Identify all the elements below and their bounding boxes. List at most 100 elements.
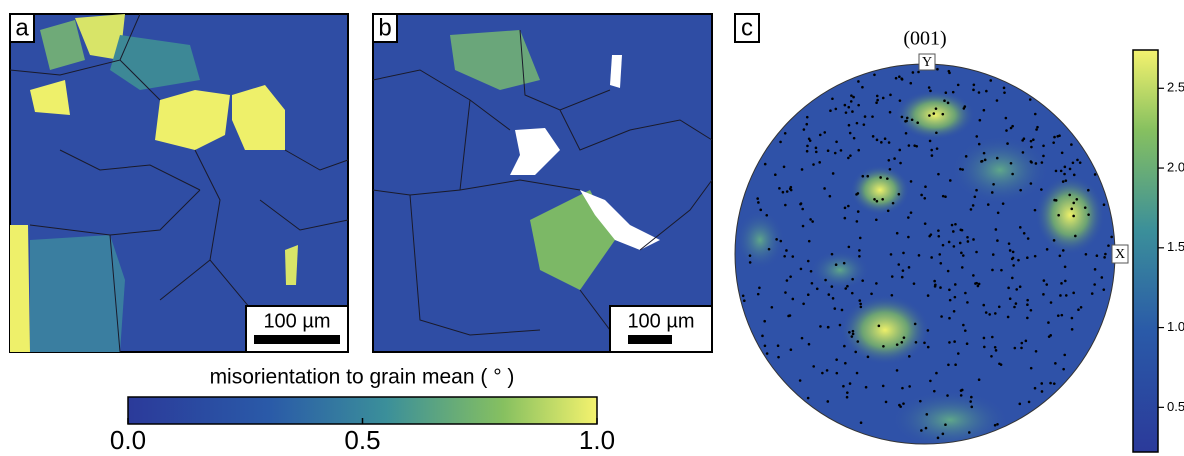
pole-point	[801, 224, 805, 228]
pole-point	[923, 341, 926, 345]
pole-point	[856, 340, 860, 343]
pole-point	[952, 230, 955, 233]
pole-point	[886, 177, 889, 180]
pole-point	[862, 123, 866, 126]
pole-point	[953, 295, 957, 299]
pole-point	[977, 282, 981, 286]
pole-point	[851, 277, 854, 281]
pole-point	[948, 316, 951, 320]
pole-point	[914, 340, 918, 344]
pole-point	[1087, 188, 1090, 192]
pole-point	[788, 187, 792, 191]
pole-point	[1006, 315, 1010, 319]
pole-point	[944, 423, 947, 427]
pole-point	[785, 190, 789, 193]
pole-point	[972, 238, 975, 241]
pole-point	[1000, 268, 1003, 272]
pole-point	[848, 331, 851, 334]
pole-point	[1008, 249, 1012, 252]
pole-point	[858, 299, 862, 302]
pole-point	[975, 135, 979, 138]
pole-point	[948, 298, 952, 302]
pole-point	[941, 194, 945, 198]
pole-point	[845, 395, 849, 399]
pole-point	[823, 131, 827, 134]
pole-point	[947, 69, 951, 73]
pole-point	[986, 203, 990, 206]
pole-point	[917, 70, 920, 74]
pole-point	[849, 100, 853, 103]
pole-point	[928, 114, 931, 117]
pole-point	[991, 335, 994, 339]
pole-point	[846, 284, 849, 288]
pole-point	[807, 342, 811, 346]
pole-point	[782, 165, 786, 169]
pole-point	[1004, 116, 1008, 120]
pole-point	[805, 115, 809, 119]
grain	[232, 85, 285, 150]
pole-point	[900, 340, 904, 344]
pole-point	[983, 345, 986, 349]
pole-point	[814, 150, 818, 154]
pole-point	[805, 122, 809, 126]
pole-point	[806, 144, 809, 148]
pole-point	[1026, 237, 1030, 240]
pole-point	[799, 267, 803, 271]
pole-point	[907, 216, 910, 219]
pole-point	[948, 288, 951, 292]
pole-point	[847, 204, 850, 208]
pole-point	[909, 81, 913, 85]
pole-point	[975, 250, 978, 254]
grain	[40, 20, 85, 70]
pole-point	[876, 98, 879, 102]
pole-point	[852, 95, 855, 99]
pole-point	[886, 209, 890, 213]
pole-point	[1074, 234, 1077, 238]
pole-point	[1063, 265, 1067, 269]
density	[850, 165, 910, 215]
pole-point	[904, 131, 908, 135]
pole-point	[1009, 161, 1013, 165]
pole-point	[928, 139, 932, 143]
pole-point	[933, 279, 936, 283]
pole-point	[829, 109, 832, 113]
pole-point	[1061, 180, 1065, 183]
pole-point	[864, 385, 868, 389]
pole-point	[948, 179, 952, 182]
void	[510, 128, 560, 175]
pole-point	[902, 251, 905, 255]
pole-point	[741, 294, 745, 298]
pole-point	[994, 349, 998, 352]
pole-point	[920, 193, 923, 197]
pole-point	[962, 323, 965, 327]
pole-point	[1064, 179, 1068, 182]
pole-point	[890, 275, 894, 278]
pole-point	[1008, 297, 1012, 301]
pole-point	[756, 292, 760, 296]
pole-point	[866, 355, 870, 359]
pole-point	[785, 249, 788, 252]
pole-point	[925, 413, 929, 416]
pole-point	[930, 154, 934, 157]
pole-point	[966, 301, 969, 304]
pole-point	[1052, 382, 1056, 385]
pole-point	[757, 201, 760, 204]
pole-point	[901, 269, 905, 272]
pole-point	[993, 423, 997, 427]
pole-point	[1026, 316, 1029, 320]
pole-point	[982, 108, 986, 112]
pole-point	[919, 399, 922, 403]
pole-point	[911, 71, 915, 74]
pole-point	[855, 371, 859, 375]
pole-point	[842, 384, 845, 388]
pole-point	[1007, 242, 1011, 245]
pole-point	[1015, 288, 1019, 291]
panel-b: b 100 µm	[372, 13, 713, 353]
pole-point	[826, 325, 830, 329]
colorbar-tick-label: 1.5	[1167, 239, 1184, 254]
pole-point	[863, 115, 867, 118]
pole-point	[879, 176, 882, 179]
pole-point	[1060, 151, 1064, 155]
pole-point	[1033, 208, 1037, 212]
pole-point	[807, 137, 811, 141]
